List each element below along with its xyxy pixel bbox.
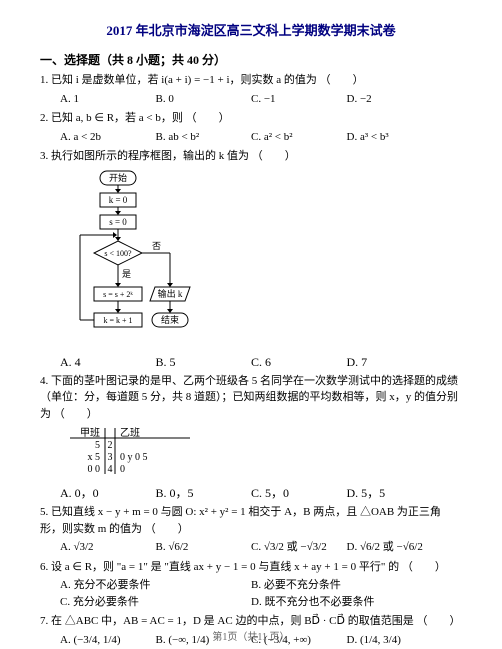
q4-choice-c: C. 5，0 — [251, 484, 347, 501]
q3-choices: A. 4 B. 5 C. 6 D. 7 — [40, 355, 462, 370]
q2-choice-d: D. a³ < b³ — [347, 129, 443, 146]
q7-text: 在 △ABC 中，AB = AC = 1，D 是 AC 边的中点，则 BD⃗ ·… — [51, 615, 460, 627]
stemleaf-svg: 甲班 乙班 5 2 x 5 3 0 y 0 5 0 0 4 0 — [70, 426, 190, 476]
q3-choice-a: A. 4 — [60, 355, 156, 370]
page-footer: 第1页（共11 页） — [0, 628, 502, 643]
fc-cond: s < 100? — [104, 249, 132, 258]
fc-output: 输出 k — [158, 288, 183, 299]
sl-header-r: 乙班 — [120, 427, 140, 439]
fc-updates: s = s + 2ᵏ — [103, 290, 133, 299]
q4-choice-b: B. 0，5 — [156, 484, 252, 501]
q5-num: 5. — [40, 506, 48, 518]
q6-choice-d: D. 既不充分也不必要条件 — [251, 594, 442, 611]
sl-r2-l: 0 0 — [88, 464, 101, 475]
q2-choice-c: C. a² < b² — [251, 129, 347, 146]
q1-choice-c: C. −1 — [251, 91, 347, 108]
q6-choice-b: B. 必要不充分条件 — [251, 577, 442, 594]
question-6: 6. 设 a ∈ R，则 "a = 1" 是 "直线 ax + y − 1 = … — [40, 559, 462, 611]
q1-text: 已知 i 是虚数单位，若 i(a + i) = −1 + i，则实数 a 的值为… — [51, 74, 364, 86]
section-header-1: 一、选择题（共 8 小题；共 40 分） — [40, 51, 462, 68]
q5-text: 已知直线 x − y + m = 0 与圆 O: x² + y² = 1 相交于… — [40, 506, 441, 535]
exam-page: 2017 年北京市海淀区高三文科上学期数学期末试卷 一、选择题（共 8 小题；共… — [0, 0, 502, 649]
q2-choice-a: A. a < 2b — [60, 129, 156, 146]
q1-num: 1. — [40, 74, 48, 86]
fc-start: 开始 — [109, 172, 127, 183]
q1-choice-b: B. 0 — [156, 91, 252, 108]
fc-inits: s = 0 — [109, 217, 127, 227]
q5-choice-a: A. √3/2 — [60, 539, 156, 556]
question-5: 5. 已知直线 x − y + m = 0 与圆 O: x² + y² = 1 … — [40, 504, 462, 556]
q2-choice-b: B. ab < b² — [156, 129, 252, 146]
q4-choice-d: D. 5，5 — [347, 484, 443, 501]
q3-choice-c: C. 6 — [251, 355, 347, 370]
fc-initk: k = 0 — [109, 195, 128, 205]
q4-num: 4. — [40, 375, 48, 387]
q3-choice-d: D. 7 — [347, 355, 443, 370]
sl-r0-l: 5 — [95, 440, 100, 451]
q1-choice-a: A. 1 — [60, 91, 156, 108]
q3-choice-b: B. 5 — [156, 355, 252, 370]
question-4: 4. 下面的茎叶图记录的是甲、乙两个班级各 5 名同学在一次数学测试中的选择题的… — [40, 373, 462, 423]
question-3: 3. 执行如图所示的程序框图，输出的 k 值为 （ ） — [40, 148, 462, 165]
q4-choices: A. 0，0 B. 0，5 C. 5，0 D. 5，5 — [40, 484, 462, 501]
q3-text: 执行如图所示的程序框图，输出的 k 值为 （ ） — [51, 150, 296, 162]
q5-choice-d: D. √6/2 或 −√6/2 — [347, 539, 443, 556]
question-1: 1. 已知 i 是虚数单位，若 i(a + i) = −1 + i，则实数 a … — [40, 72, 462, 107]
doc-title: 2017 年北京市海淀区高三文科上学期数学期末试卷 — [40, 20, 462, 39]
stem-leaf-plot: 甲班 乙班 5 2 x 5 3 0 y 0 5 0 0 4 0 — [70, 426, 462, 480]
q6-choice-a: A. 充分不必要条件 — [60, 577, 251, 594]
q4-text: 下面的茎叶图记录的是甲、乙两个班级各 5 名同学在一次数学测试中的选择题的成绩（… — [40, 375, 458, 420]
q2-text: 已知 a, b ∈ R，若 a < b，则 （ ） — [51, 112, 230, 124]
sl-r2-s: 4 — [108, 464, 113, 475]
sl-r1-s: 3 — [108, 452, 113, 463]
flowchart-svg: 开始 k = 0 s = 0 s < 100? 否 输出 k — [70, 169, 220, 349]
q5-choice-c: C. √3/2 或 −√3/2 — [251, 539, 347, 556]
q1-choice-d: D. −2 — [347, 91, 443, 108]
fc-no: 否 — [152, 241, 161, 251]
question-2: 2. 已知 a, b ∈ R，若 a < b，则 （ ） A. a < 2b B… — [40, 110, 462, 145]
q6-text: 设 a ∈ R，则 "a = 1" 是 "直线 ax + y − 1 = 0 与… — [51, 561, 446, 573]
q6-choice-c: C. 充分必要条件 — [60, 594, 251, 611]
sl-r1-l: x 5 — [88, 452, 101, 463]
q5-choice-b: B. √6/2 — [156, 539, 252, 556]
flowchart: 开始 k = 0 s = 0 s < 100? 否 输出 k — [70, 169, 462, 353]
fc-yes: 是 — [122, 269, 131, 279]
sl-header-l: 甲班 — [80, 427, 100, 439]
fc-updatek: k = k + 1 — [103, 316, 132, 325]
q3-num: 3. — [40, 150, 48, 162]
sl-r0-s: 2 — [108, 440, 113, 451]
q4-choice-a: A. 0，0 — [60, 484, 156, 501]
q7-num: 7. — [40, 615, 48, 627]
q6-num: 6. — [40, 561, 48, 573]
sl-r2-r: 0 — [120, 464, 125, 475]
fc-end: 结束 — [161, 314, 179, 325]
sl-r1-r: 0 y 0 5 — [120, 452, 148, 463]
q2-num: 2. — [40, 112, 48, 124]
